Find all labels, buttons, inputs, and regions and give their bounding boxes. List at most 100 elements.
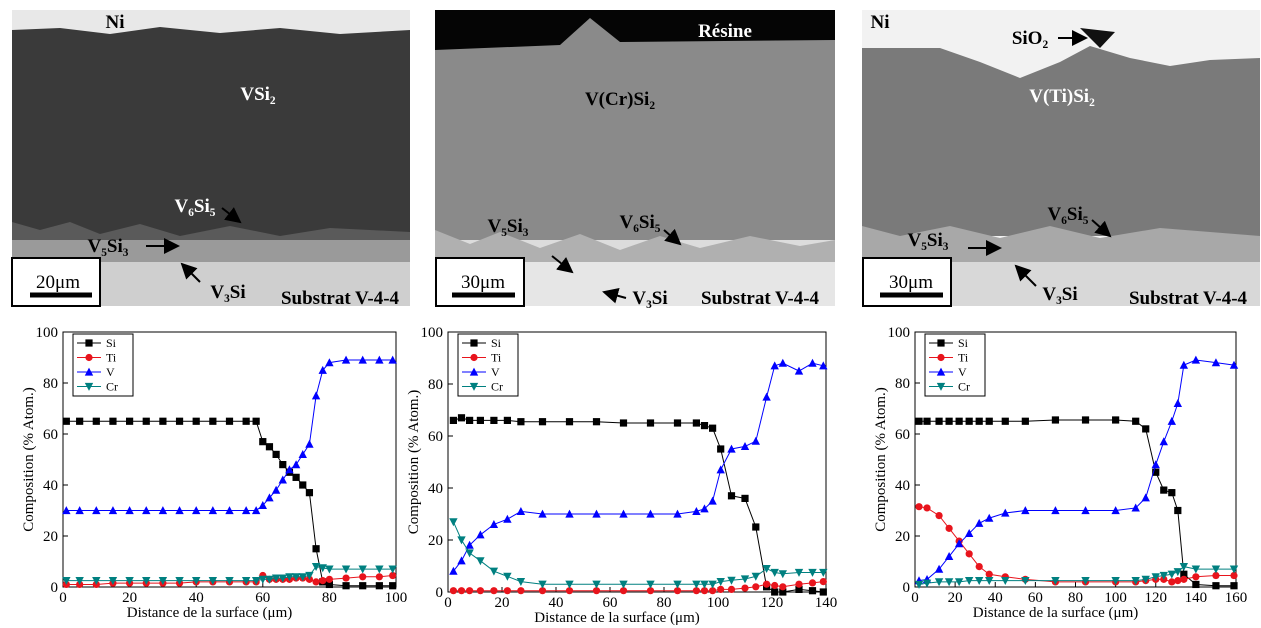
data-point [358,565,367,574]
y-tick-label: 40 [43,478,58,494]
legend-marker [84,367,94,376]
phase-label: V₃Si [210,282,245,303]
data-point [375,565,384,574]
data-point [175,417,184,425]
data-point [1131,503,1140,512]
data-point [1174,506,1182,515]
data-point [1192,573,1200,581]
x-tick-label: 0 [911,590,919,606]
legend-label: Cr [958,380,970,394]
data-point [709,424,717,432]
phase-label: Ni [106,12,125,33]
data-point [503,572,512,581]
data-point [476,587,484,595]
data-point [692,419,700,427]
legend-box [924,333,986,397]
data-point [538,418,547,426]
data-point [945,417,953,425]
data-point [808,587,817,595]
data-point [389,571,397,580]
data-point [251,506,261,515]
data-point [517,587,525,595]
data-point [252,417,260,425]
x-tick-label: 120 [1145,590,1168,606]
data-point [476,530,485,539]
data-point [740,442,750,450]
data-point [318,564,327,573]
data-point [325,580,333,589]
data-point [944,552,954,560]
data-point [251,577,261,586]
data-point [503,514,512,523]
legend-marker [936,367,946,376]
data-point [1081,416,1090,424]
data-point [142,506,151,515]
data-point [1229,360,1239,369]
data-point [265,443,274,451]
phase-label: Substrat V-4-4 [1129,288,1248,309]
data-point [741,584,749,592]
data-point [503,416,511,424]
y-tick-label: 60 [428,429,443,445]
plot-frame [447,331,827,593]
data-point [914,580,924,589]
data-point [565,587,574,595]
data-point [964,577,974,586]
data-point [490,587,498,595]
data-point [1051,577,1060,586]
data-point [1211,565,1221,574]
data-point [819,361,828,370]
data-point [692,587,701,595]
data-point [298,450,307,458]
phase-label: V₆Si₅ [175,196,216,217]
data-point [922,579,932,588]
data-point [975,518,984,527]
phase-label: VSi₂ [240,84,276,105]
phase-label: Ni [871,12,890,33]
x-tick-label: 40 [988,590,1003,606]
data-point [915,417,923,425]
data-point [779,583,787,591]
data-point [1191,355,1201,364]
data-point [1230,582,1238,590]
x-tick-label: 20 [948,590,963,606]
data-point [192,506,201,515]
y-tick-label: 20 [428,533,443,549]
data-point [1081,577,1090,586]
data-point [291,460,301,469]
series-line [66,420,393,587]
phase-label: V₃Si [1042,284,1077,305]
data-point [305,439,314,448]
data-point [62,417,70,425]
data-point [565,509,574,518]
x-tick-label: 80 [1068,590,1083,606]
y-tick-label: 20 [43,529,58,545]
data-point [592,509,601,518]
data-point [375,355,384,364]
data-point [700,422,709,430]
data-point [717,585,725,594]
y-tick-label: 40 [428,481,443,497]
data-point [312,545,320,553]
x-axis-label: Distance de la surface (μm) [973,605,1138,621]
data-point [325,565,334,574]
data-point [709,587,717,595]
phase-label: V(Ti)Si₂ [1029,86,1095,107]
data-point [342,574,350,582]
scale-bar-label: 30μm [889,272,933,293]
series-line [918,506,1234,583]
data-point [305,571,314,580]
legend-label: V [106,365,115,379]
x-tick-label: 40 [549,595,564,611]
data-point [1167,570,1176,579]
data-point [619,587,628,595]
data-point [457,556,466,565]
legend-marker [470,339,478,347]
data-point [808,579,817,587]
data-point [727,576,736,585]
plot-frame [62,331,397,588]
data-point [142,577,151,586]
x-tick-label: 100 [707,595,730,611]
data-point [76,417,84,425]
